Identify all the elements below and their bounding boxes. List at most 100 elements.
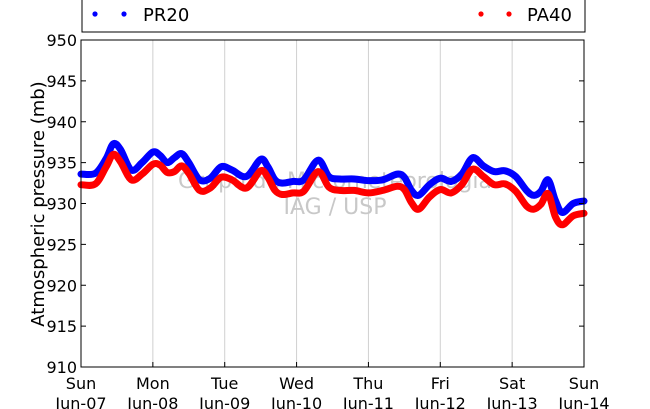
data-point-pr20 xyxy=(149,148,157,156)
legend: PR20 PA40 xyxy=(81,0,586,33)
data-point-pa40 xyxy=(537,201,545,208)
data-point-pa40 xyxy=(559,221,566,228)
data-point-pr20 xyxy=(415,192,422,199)
data-point-pr20 xyxy=(178,150,185,157)
data-point-pr20 xyxy=(138,159,146,166)
data-point-pa40 xyxy=(437,186,444,193)
x-tick-label-day: Thu xyxy=(352,374,383,393)
data-point-pa40 xyxy=(365,189,372,197)
y-tick-label: 935 xyxy=(46,154,77,173)
x-tick-label-date: Jun-13 xyxy=(486,394,538,409)
x-tick-label-date: Jun-10 xyxy=(270,394,322,409)
data-point-pa40 xyxy=(501,180,509,188)
data-point-pa40 xyxy=(185,170,192,177)
data-point-pr20 xyxy=(228,166,236,174)
x-tick-label-day: Wed xyxy=(279,374,314,393)
data-point-pr20 xyxy=(117,146,124,153)
data-point-pr20 xyxy=(480,162,487,170)
grid xyxy=(152,40,513,367)
data-point-pa40 xyxy=(523,202,530,210)
x-axis: SunJun-07MonJun-08TueJun-09WedJun-10ThuJ… xyxy=(54,362,610,409)
data-point-pa40 xyxy=(178,162,185,170)
data-point-pr20 xyxy=(491,168,498,175)
data-point-pa40 xyxy=(138,170,146,178)
data-point-pr20 xyxy=(394,170,401,178)
data-point-pa40 xyxy=(264,174,271,181)
x-tick-label-date: Jun-08 xyxy=(126,394,178,409)
data-point-pa40 xyxy=(350,187,358,194)
legend-pr20-label: PR20 xyxy=(143,5,189,26)
data-point-pr20 xyxy=(110,140,117,147)
x-tick-label-day: Sat xyxy=(499,374,525,393)
data-point-pr20 xyxy=(401,174,408,181)
data-point-pr20 xyxy=(164,159,171,166)
data-point-pr20 xyxy=(365,177,372,184)
data-point-pr20 xyxy=(570,200,577,207)
x-tick-label-day: Sun xyxy=(66,374,96,393)
data-point-pa40 xyxy=(552,213,559,220)
data-point-pa40 xyxy=(408,199,415,206)
data-point-pa40 xyxy=(207,184,214,192)
y-tick-label: 910 xyxy=(46,358,77,377)
data-point-pa40 xyxy=(171,168,178,175)
data-point-pa40 xyxy=(228,176,236,183)
data-point-pr20 xyxy=(426,181,433,188)
data-point-pa40 xyxy=(128,176,135,183)
data-point-pr20 xyxy=(217,163,225,170)
y-tick-label: 920 xyxy=(46,276,77,295)
data-point-pa40 xyxy=(570,212,577,219)
y-tick-label: 930 xyxy=(46,195,77,214)
data-point-pa40 xyxy=(92,180,99,188)
data-point-pr20 xyxy=(469,154,476,161)
data-point-pa40 xyxy=(110,151,117,158)
data-point-pr20 xyxy=(243,173,250,180)
data-point-pr20 xyxy=(530,192,537,199)
data-point-pr20 xyxy=(512,173,519,180)
data-point-pr20 xyxy=(289,178,297,185)
data-point-pa40 xyxy=(164,169,171,176)
data-point-pa40 xyxy=(379,187,386,194)
data-point-pa40 xyxy=(544,190,552,197)
data-point-pa40 xyxy=(458,181,465,188)
x-tick-label-day: Sun xyxy=(569,374,599,393)
data-point-pr20 xyxy=(279,179,286,187)
x-tick-label-day: Tue xyxy=(210,374,238,393)
data-point-pr20 xyxy=(156,152,164,159)
data-point-pa40 xyxy=(279,191,286,198)
data-point-pa40 xyxy=(217,174,225,181)
x-tick-label-date: Jun-11 xyxy=(342,394,394,409)
x-tick-label-date: Jun-09 xyxy=(198,394,250,409)
data-point-pa40 xyxy=(491,181,498,188)
data-point-pa40 xyxy=(117,158,124,165)
data-point-pr20 xyxy=(336,175,343,183)
data-point-pa40 xyxy=(103,163,110,170)
x-tick-label-date: Jun-12 xyxy=(414,394,466,409)
y-tick-label: 940 xyxy=(46,113,77,132)
data-point-pa40 xyxy=(196,187,203,194)
data-point-pa40 xyxy=(480,173,487,180)
legend-pa40-marker xyxy=(478,11,484,17)
legend-pa40-marker xyxy=(506,11,512,17)
watermark-line-2: IAG / USP xyxy=(284,195,387,220)
legend-pr20-marker xyxy=(121,11,127,17)
data-point-pa40 xyxy=(271,187,279,194)
y-tick-label: 925 xyxy=(46,235,77,254)
data-point-pr20 xyxy=(501,167,509,174)
data-point-pr20 xyxy=(264,163,271,170)
data-point-pr20 xyxy=(437,175,444,182)
data-point-pa40 xyxy=(336,187,343,194)
data-point-pr20 xyxy=(92,170,99,177)
data-point-pa40 xyxy=(394,183,401,190)
data-point-pa40 xyxy=(530,206,537,213)
data-point-pa40 xyxy=(325,183,333,191)
data-point-pa40 xyxy=(289,189,297,197)
legend-pr20-marker xyxy=(92,11,98,17)
data-point-pr20 xyxy=(523,187,530,194)
y-tick-label: 945 xyxy=(46,72,77,91)
data-point-pa40 xyxy=(156,161,164,169)
data-point-pr20 xyxy=(257,156,264,163)
data-point-pa40 xyxy=(469,166,476,173)
data-point-pa40 xyxy=(300,188,307,195)
data-point-pr20 xyxy=(207,175,214,182)
data-point-pr20 xyxy=(559,209,566,216)
